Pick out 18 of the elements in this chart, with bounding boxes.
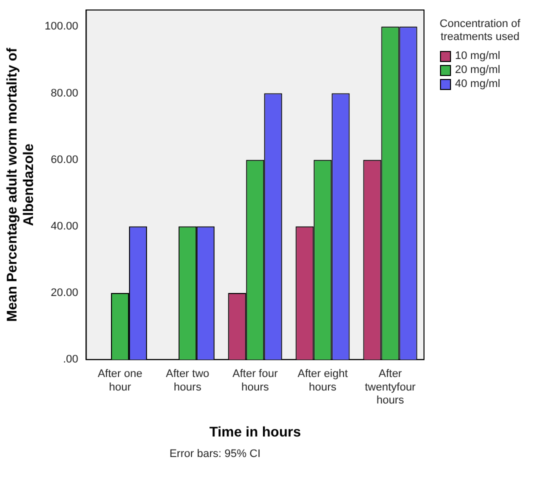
x-axis-title: Time in hours — [209, 423, 302, 440]
y-axis-title: Mean Percentage adult worm mortality of Albendazole — [3, 48, 36, 322]
x-tick-label: After eight hours — [298, 368, 348, 394]
legend-title: Concentration of treatments used — [438, 18, 522, 44]
y-tick-label: 80.00 — [50, 87, 78, 100]
y-tick-label: .00 — [62, 354, 78, 366]
legend-label: 40 mg/ml — [455, 78, 500, 90]
x-tick-label: After two hours — [166, 368, 210, 394]
text: Error bars: 95% CI — [168, 448, 262, 460]
y-tick-label: 40.00 — [50, 220, 78, 232]
x-tick-label: After one hour — [98, 368, 142, 394]
legend-label: 10 mg/ml — [455, 50, 500, 62]
legend-label: 20 mg/ml — [455, 64, 500, 76]
x-tick-label: After four hours — [232, 368, 278, 394]
x-tick-label: After twentyfour hours — [364, 368, 416, 407]
y-tick-label: 60.00 — [50, 154, 78, 166]
y-tick-label: 100.00 — [44, 20, 78, 33]
y-tick-label: 20.00 — [50, 287, 78, 300]
